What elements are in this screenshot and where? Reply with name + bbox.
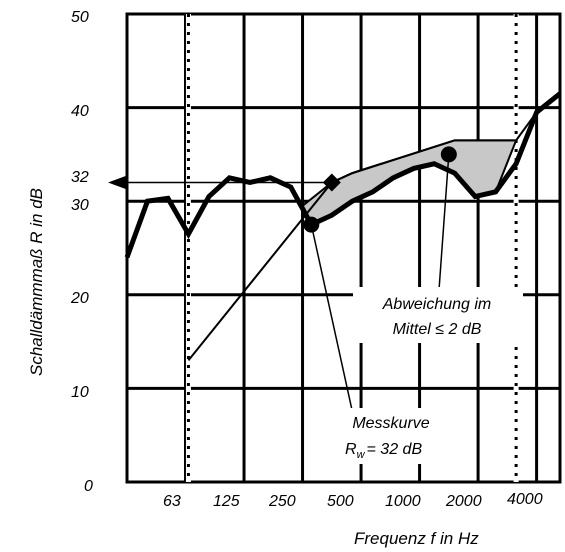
y-tick-label: 10 [71, 384, 89, 401]
x-tick-labels: 63 125 250 500 1000 2000 4000 [163, 491, 543, 510]
annotation-deviation-line1: Abweichung im [382, 296, 492, 313]
dotted-vertical-lines [185, 14, 519, 482]
callout-line-messkurve [310, 224, 353, 411]
marker-32-arrow [108, 175, 127, 190]
reference-curve [187, 111, 538, 361]
measured-curve [124, 91, 562, 259]
y-tick-label: 40 [71, 103, 89, 120]
x-tick-label: 4000 [507, 491, 543, 508]
x-tick-label: 500 [327, 493, 354, 510]
grid-lines [125, 12, 562, 484]
measured-curve-line [124, 91, 562, 259]
x-tick-label: 63 [163, 493, 181, 510]
x-tick-label: 2000 [445, 493, 482, 510]
annotation-messkurve: Messkurve Rw = 32 dB [335, 408, 448, 464]
annotation-messkurve-box [335, 408, 448, 464]
x-axis-label: Frequenz f in Hz [354, 529, 479, 548]
diamond-marker [322, 173, 341, 192]
callout-lines [310, 154, 450, 411]
callout-line-deviation [438, 154, 450, 291]
y-axis-label: Schalldämmmaß R in dB [27, 188, 46, 376]
annotation-deviation-line2: Mittel ≤ 2 dB [393, 321, 482, 338]
annotation-deviation: Abweichung im Mittel ≤ 2 dB [353, 287, 523, 343]
rw-subscript: w [357, 449, 366, 461]
rw-symbol: R [345, 441, 357, 458]
y-tick-label: 50 [71, 9, 89, 26]
y-tick-label: 0 [84, 478, 93, 495]
rw-value: = 32 dB [367, 441, 423, 458]
annotation-deviation-box [353, 287, 523, 343]
annotation-messkurve-line1: Messkurve [352, 415, 429, 432]
reference-curve-line [187, 111, 538, 361]
y-tick-label: 30 [71, 197, 89, 214]
y-tick-label: 20 [70, 290, 89, 307]
x-tick-label: 125 [213, 493, 240, 510]
y-tick-labels: 50 40 30 20 10 0 32 [70, 9, 93, 495]
plot-frame [125, 12, 562, 484]
annotation-messkurve-line2: Rw = 32 dB [345, 441, 422, 461]
x-tick-label: 1000 [385, 493, 421, 510]
y-marker-label: 32 [71, 169, 89, 186]
x-tick-label: 250 [268, 493, 296, 510]
